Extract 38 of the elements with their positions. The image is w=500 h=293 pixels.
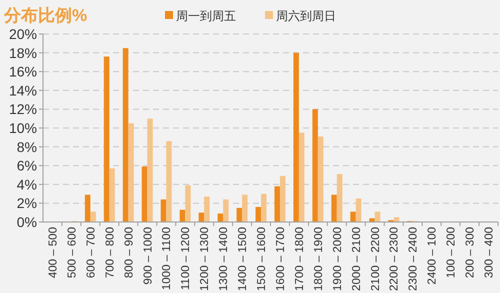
x-tick-label: 2200 – 2300 — [388, 227, 401, 291]
y-tick-label: 6% — [16, 158, 37, 174]
y-tick-label: 12% — [8, 101, 37, 118]
y-tick-label: 14% — [8, 82, 37, 98]
y-tick-label: 2% — [16, 195, 37, 212]
y-tick-label: 18% — [8, 44, 37, 61]
x-tick-label: 500 – 600 — [66, 227, 78, 278]
y-tick-label: 8% — [16, 138, 37, 155]
y-tick-label: 16% — [8, 64, 37, 80]
x-tick-label: 1000 – 1100 — [161, 227, 174, 290]
x-tick-label: 2400 – 100 — [426, 227, 439, 285]
y-tick-label: 10% — [8, 120, 37, 136]
x-tick-label: 1500 – 1600 — [256, 227, 268, 291]
x-tick-label: 1600 – 1700 — [274, 227, 287, 291]
x-tick-label: 1900 – 2000 — [332, 227, 344, 291]
x-tick-label: 1200 – 1300 — [199, 227, 212, 291]
x-tick-label: 1700 – 1800 — [294, 227, 306, 291]
x-tick-label: 2300 – 2400 — [408, 227, 420, 291]
y-tick-label: 0% — [16, 214, 37, 230]
x-tick-label: 2000 – 2100 — [350, 227, 363, 291]
x-tick-label: 1800 – 1900 — [312, 227, 325, 291]
y-tick-label: 4% — [16, 176, 37, 192]
legend-label: 周六到周日 — [276, 9, 336, 23]
x-tick-label: 300 – 400 — [484, 227, 496, 278]
x-tick-label: 200 – 300 — [464, 227, 477, 278]
legend-label: 周一到周五 — [176, 9, 236, 23]
x-tick-label: 400 – 500 — [47, 227, 60, 278]
chart-title: 分布比例% — [3, 6, 88, 25]
y-tick-label: 20% — [8, 26, 37, 42]
x-tick-label: 800 – 900 — [123, 227, 136, 278]
x-tick-label: 2100 – 2200 — [370, 227, 382, 291]
x-tick-label: 600 – 700 — [85, 227, 98, 278]
x-tick-label: 100 – 200 — [446, 227, 458, 278]
x-tick-label: 700 – 800 — [104, 227, 116, 278]
x-tick-label: 1300 – 1400 — [218, 227, 230, 291]
x-tick-label: 900 – 1000 — [142, 227, 154, 285]
x-tick-label: 1100 – 1200 — [180, 227, 192, 290]
x-tick-label: 1400 – 1500 — [237, 227, 250, 291]
